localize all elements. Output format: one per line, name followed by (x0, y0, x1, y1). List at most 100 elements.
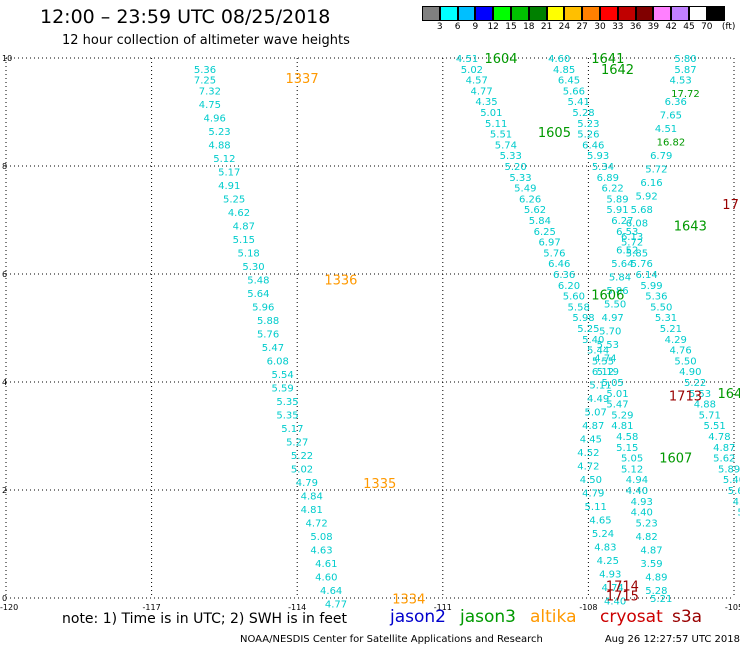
data-point-label: 3.59 (640, 559, 662, 570)
color-scale-label: 30 (594, 22, 606, 32)
data-point-label: 5.07 (585, 408, 607, 419)
data-point-label: 6.22 (602, 184, 624, 195)
legend-altika: altika (530, 607, 577, 627)
data-point-label: 5.33 (509, 173, 531, 184)
data-point-label: 5.31 (655, 313, 677, 324)
data-point-label: 5.15 (233, 235, 255, 246)
data-point-label: 5.54 (272, 370, 294, 381)
data-point-label: 5.11 (585, 502, 607, 513)
data-point-label: 5.41 (568, 97, 590, 108)
data-point-label: 4.87 (582, 421, 604, 432)
data-point-label: 6.26 (519, 194, 541, 205)
data-point-label: 4.49 (587, 394, 609, 405)
data-point-label: 5.50 (650, 302, 672, 313)
pass-number-label: 1643 (674, 219, 707, 234)
data-point-label: 4.35 (475, 97, 497, 108)
data-point-label: 5.76 (543, 248, 565, 259)
data-point-label: 4.64 (320, 586, 342, 597)
data-point-label: 4.87 (233, 221, 255, 232)
data-point-label: 4.91 (218, 181, 240, 192)
data-point-label: 5.22 (291, 451, 313, 462)
data-point-label: 4.75 (199, 100, 221, 111)
data-point-label: 4.83 (594, 543, 616, 554)
color-scale-label: 18 (523, 22, 535, 32)
data-point-label: 4.90 (679, 367, 701, 378)
y-tick-label: 8 (2, 162, 7, 171)
data-point-label: 6.36 (553, 270, 575, 281)
data-point-label: 5.48 (247, 275, 269, 286)
color-scale-label: 39 (647, 22, 660, 32)
data-point-label: 5.89 (718, 464, 740, 475)
data-point-label: 5.99 (640, 281, 662, 292)
data-point-label: 5.15 (616, 443, 638, 454)
x-tick-label: -111 (434, 603, 452, 612)
data-point-label: 5.70 (599, 327, 621, 338)
y-tick-label: 6 (2, 270, 7, 279)
y-tick-label: 0 (2, 594, 7, 603)
data-point-label: 5.72 (645, 165, 667, 176)
data-point-label: 4.74 (602, 583, 624, 594)
data-point-label: 4.51 (456, 54, 478, 65)
data-point-label: 5.17 (218, 167, 240, 178)
data-point-label: 5.60 (563, 292, 585, 303)
data-point-label: 5.80 (674, 54, 696, 65)
data-point-label: 6.46 (582, 140, 604, 151)
data-point-label: 4.63 (310, 545, 332, 556)
data-point-label: 6.52 (616, 246, 638, 257)
data-point-label: 4.77 (325, 599, 347, 610)
data-point-label: 4.78 (708, 432, 730, 443)
data-point-label: 5.44 (587, 346, 609, 357)
footer-credit: NOAA/NESDIS Center for Satellite Applica… (240, 634, 543, 645)
color-swatch (457, 6, 476, 21)
data-point-label: 4.45 (580, 435, 602, 446)
color-scale-label: 6 (454, 22, 461, 32)
data-point-label: 5.62 (524, 205, 546, 216)
data-point-label: 5.24 (592, 529, 614, 540)
data-point-label: 5.40 (582, 335, 604, 346)
legend-s3a: s3a (672, 607, 703, 627)
data-point-label: 5.26 (577, 130, 599, 141)
data-point-label: 5.34 (592, 162, 614, 173)
data-point-label: 6.20 (558, 281, 580, 292)
data-point-label: 5.36 (645, 292, 667, 303)
data-point-label: 5.64 (611, 259, 633, 270)
color-scale-label: (ft) (721, 22, 736, 32)
data-point-label: 5.28 (645, 586, 667, 597)
data-point-label: 5.01 (480, 108, 502, 119)
data-point-label: 5.20 (504, 162, 526, 173)
color-scale-label: 12 (487, 22, 499, 32)
data-point-label: 5.12 (213, 154, 235, 165)
color-swatch (671, 6, 689, 21)
color-swatch (635, 6, 654, 21)
pass-number-label: 1337 (286, 72, 319, 87)
legend-jason2: jason2 (390, 607, 446, 627)
data-point-label: 5.84 (609, 273, 631, 284)
pass-number-label: 1335 (363, 477, 396, 492)
color-scale-label: 42 (665, 22, 677, 32)
data-point-label: 5.87 (674, 65, 696, 76)
x-tick-label: -105 (725, 603, 740, 612)
data-point-label: 5.64 (247, 289, 269, 300)
data-point-label: 4.83 (733, 497, 740, 508)
data-point-label: 5.33 (500, 151, 522, 162)
data-point-label: 6.08 (267, 356, 289, 367)
data-point-label: 6.46 (548, 259, 570, 270)
data-point-label: 5.23 (208, 127, 230, 138)
data-point-label: 5.21 (650, 594, 672, 605)
data-point-label: 4.40 (631, 508, 653, 519)
y-tick-label: 2 (2, 486, 7, 495)
pass-number-label: 1715 (606, 589, 639, 604)
color-scale-label: 45 (683, 22, 695, 32)
legend-jason3: jason3 (460, 607, 516, 627)
y-tick-label: 10 (2, 54, 12, 63)
data-point-label: 5.17 (281, 424, 303, 435)
pass-number-label: 1642 (601, 63, 634, 78)
color-swatch (706, 6, 725, 21)
pass-number-label: 1336 (324, 273, 357, 288)
data-point-label: 5.62 (713, 454, 735, 465)
pass-number-label: 1644 (717, 387, 740, 402)
data-point-label: 5.85 (626, 248, 648, 259)
data-point-label: 4.87 (713, 443, 735, 454)
data-point-label: 5.40 (723, 475, 740, 486)
data-point-label: 7.65 (660, 111, 682, 122)
